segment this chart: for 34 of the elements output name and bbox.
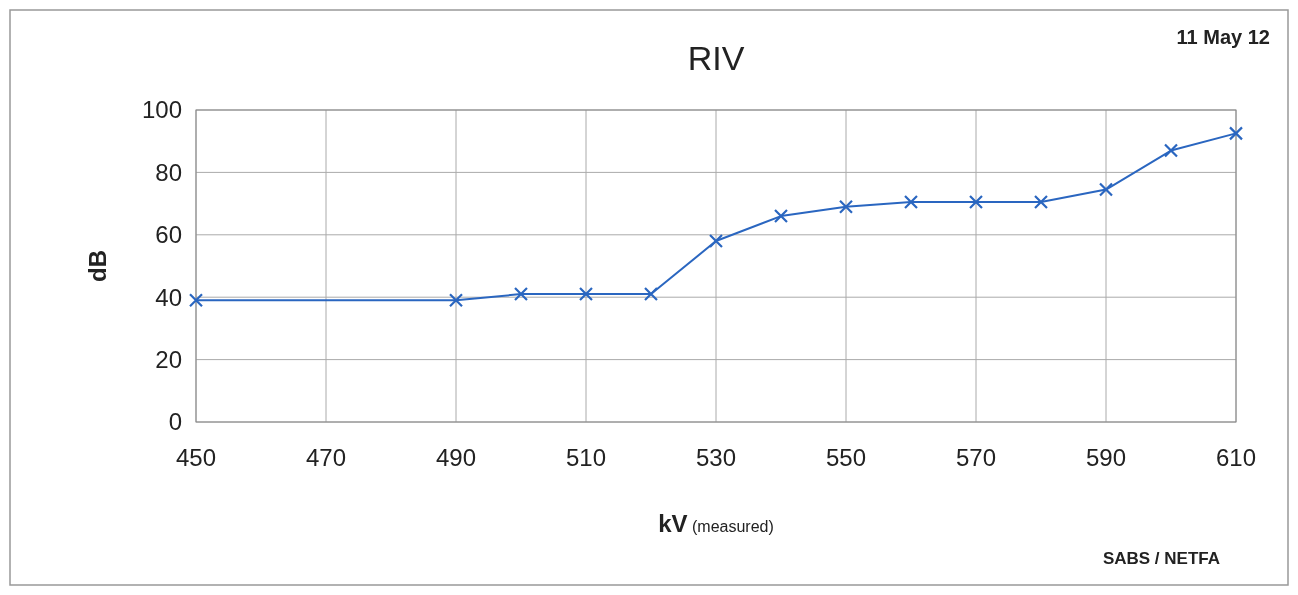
y-tick-label: 100 (141, 96, 182, 124)
x-tick-label: 590 (1085, 444, 1127, 471)
y-tick-label: 80 (155, 158, 182, 186)
x-tick-label: 530 (695, 444, 737, 471)
x-tick-label: 490 (435, 444, 477, 471)
x-axis-title: kV (measured) (658, 510, 774, 537)
point (773, 208, 789, 224)
y-tick-label: 60 (155, 221, 182, 249)
point (903, 194, 919, 210)
point (643, 286, 659, 302)
x-tick-label: 470 (305, 444, 347, 471)
x-tick-label: 510 (565, 444, 607, 471)
x-tick-label: 610 (1215, 444, 1257, 471)
point (708, 233, 724, 249)
point (448, 293, 464, 308)
text: SABS / NETFA (1102, 549, 1220, 568)
point (838, 199, 854, 214)
x-tick-label: 450 (175, 444, 217, 471)
y-tick-label: 20 (155, 346, 182, 373)
x-tick-label: 550 (825, 444, 867, 471)
point (1033, 194, 1049, 210)
x-tick-label: 570 (955, 444, 997, 471)
point (513, 286, 529, 302)
y-tick-label: 0 (168, 408, 182, 436)
text: 11 May 12 (1176, 26, 1270, 48)
point (1098, 182, 1114, 197)
point (578, 286, 594, 302)
y-axis-title: dB (84, 250, 111, 282)
point (188, 293, 204, 308)
point (1163, 143, 1179, 158)
point (1228, 126, 1244, 141)
chart-title: RIV (687, 39, 745, 77)
point (968, 194, 984, 210)
y-tick-label: 40 (155, 283, 182, 311)
